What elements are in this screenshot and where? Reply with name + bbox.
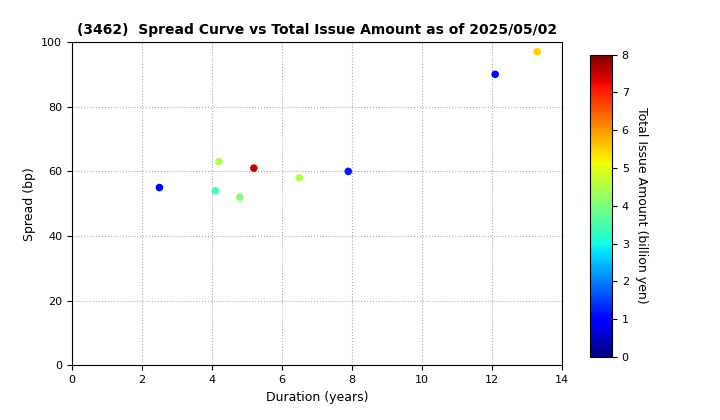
Point (210, 187, 221, 194)
Point (234, 194, 246, 201)
Point (294, 174, 305, 181)
Point (343, 168, 354, 175)
Title: (3462)  Spread Curve vs Total Issue Amount as of 2025/05/02: (3462) Spread Curve vs Total Issue Amoun… (77, 23, 557, 37)
Point (248, 165, 260, 171)
Point (490, 71, 501, 78)
X-axis label: Duration (years): Duration (years) (266, 391, 368, 404)
Point (213, 158, 225, 165)
Point (153, 184, 165, 191)
Y-axis label: Total Issue Amount (billion yen): Total Issue Amount (billion yen) (635, 108, 648, 304)
Y-axis label: Spread (bp): Spread (bp) (23, 167, 36, 241)
Point (531, 48, 543, 55)
